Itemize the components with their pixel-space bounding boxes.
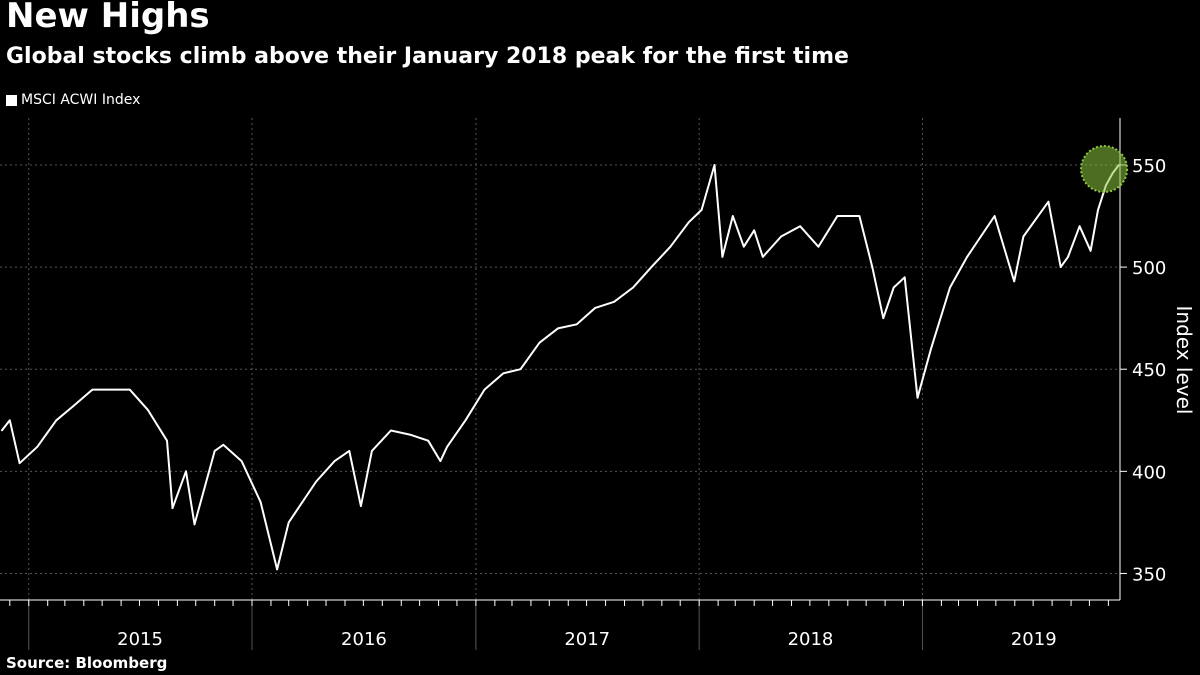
data-point bbox=[993, 215, 996, 217]
series-layer bbox=[1, 164, 1120, 571]
data-point bbox=[502, 372, 505, 375]
x-tick-label: 2019 bbox=[1011, 629, 1057, 650]
data-point bbox=[464, 419, 467, 422]
chart-title: New Highs bbox=[6, 0, 210, 36]
data-point bbox=[650, 266, 653, 268]
data-point bbox=[91, 388, 94, 391]
data-point bbox=[1067, 256, 1069, 258]
data-point bbox=[1089, 249, 1092, 252]
data-point bbox=[903, 276, 906, 279]
data-point bbox=[916, 397, 919, 399]
data-point bbox=[446, 446, 448, 448]
data-point bbox=[166, 439, 168, 442]
data-point bbox=[287, 521, 290, 524]
highlight-layer bbox=[1080, 145, 1129, 194]
data-point bbox=[147, 409, 149, 411]
new-high-highlight bbox=[1080, 145, 1129, 194]
y-tick-label: 450 bbox=[1132, 360, 1166, 381]
data-point bbox=[882, 317, 885, 319]
data-point bbox=[276, 568, 278, 571]
x-tick-label: 2017 bbox=[564, 629, 610, 650]
data-point bbox=[1059, 266, 1062, 268]
data-point bbox=[632, 286, 634, 289]
y-tick-label: 500 bbox=[1132, 258, 1166, 279]
data-point bbox=[713, 164, 716, 166]
data-point bbox=[18, 462, 21, 464]
data-point bbox=[1022, 235, 1025, 238]
y-tick-label: 400 bbox=[1132, 462, 1166, 483]
legend: MSCI ACWI Index bbox=[6, 92, 140, 108]
data-point bbox=[949, 286, 951, 289]
data-point bbox=[240, 460, 243, 462]
data-point bbox=[185, 470, 187, 473]
data-point bbox=[1097, 209, 1099, 211]
data-point bbox=[836, 215, 839, 217]
axis-layer: 350 400 450 500 550 2015 2016 2017 2018 2019 bbox=[0, 118, 1166, 650]
data-point bbox=[1047, 200, 1050, 203]
data-point bbox=[360, 505, 362, 507]
data-point bbox=[858, 215, 861, 217]
x-tick-label: 2016 bbox=[341, 629, 387, 650]
data-point bbox=[761, 256, 764, 258]
data-point bbox=[72, 405, 75, 407]
data-point bbox=[222, 443, 225, 446]
x-tick-label: 2015 bbox=[117, 629, 163, 650]
data-point bbox=[371, 450, 373, 452]
data-point bbox=[594, 307, 596, 309]
grid-layer bbox=[0, 118, 1120, 600]
data-point bbox=[1078, 225, 1081, 228]
source-note: Source: Bloomberg bbox=[6, 654, 168, 672]
data-point bbox=[669, 245, 672, 248]
data-point bbox=[687, 221, 690, 223]
data-point bbox=[439, 460, 442, 462]
data-point bbox=[36, 446, 39, 448]
data-point bbox=[538, 341, 541, 344]
y-tick-label: 550 bbox=[1132, 156, 1166, 177]
data-point bbox=[817, 245, 820, 248]
data-point bbox=[613, 301, 615, 303]
data-point bbox=[390, 429, 392, 432]
data-point bbox=[348, 450, 351, 452]
data-point bbox=[753, 229, 756, 232]
data-point bbox=[892, 286, 895, 289]
data-point bbox=[128, 388, 131, 391]
data-point bbox=[871, 266, 874, 268]
data-point bbox=[1013, 280, 1015, 283]
legend-label: MSCI ACWI Index bbox=[21, 92, 141, 108]
data-point bbox=[1, 429, 3, 432]
data-point bbox=[519, 368, 522, 371]
data-point bbox=[780, 235, 782, 238]
legend-swatch bbox=[6, 94, 17, 106]
data-point bbox=[55, 419, 58, 422]
data-point bbox=[259, 501, 262, 503]
data-point bbox=[171, 507, 174, 509]
data-point bbox=[315, 480, 318, 483]
data-point bbox=[483, 388, 486, 391]
data-point bbox=[721, 256, 724, 258]
y-tick-label: 350 bbox=[1132, 564, 1166, 585]
data-point bbox=[576, 323, 578, 326]
data-point bbox=[799, 225, 801, 228]
data-point bbox=[427, 439, 429, 442]
data-point bbox=[743, 245, 745, 248]
data-point bbox=[8, 419, 11, 422]
y-axis-label: Index level bbox=[1172, 306, 1196, 415]
data-point bbox=[966, 256, 968, 258]
chart-subtitle: Global stocks climb above their January … bbox=[6, 44, 849, 69]
series-line-msci-acwi bbox=[1, 164, 1120, 571]
data-point bbox=[193, 523, 196, 526]
data-point bbox=[333, 460, 336, 462]
data-point bbox=[557, 327, 559, 330]
data-point bbox=[109, 388, 112, 391]
data-point bbox=[732, 215, 734, 217]
data-point bbox=[930, 347, 932, 350]
data-point bbox=[700, 209, 703, 211]
x-tick-label: 2018 bbox=[788, 629, 834, 650]
data-point bbox=[213, 450, 216, 452]
data-point bbox=[409, 433, 411, 436]
